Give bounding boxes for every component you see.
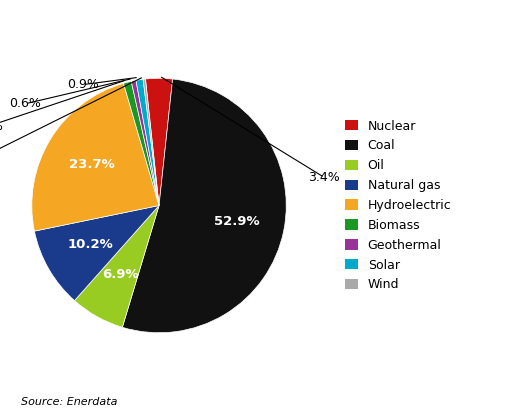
Wedge shape — [124, 81, 159, 206]
Text: 10.2%: 10.2% — [68, 238, 113, 252]
Wedge shape — [74, 206, 159, 327]
Wedge shape — [146, 78, 172, 206]
Text: 52.9%: 52.9% — [213, 215, 259, 228]
Wedge shape — [136, 79, 159, 206]
Wedge shape — [32, 83, 159, 231]
Text: 3.4%: 3.4% — [308, 171, 340, 184]
Wedge shape — [34, 206, 159, 300]
Text: 0.9%: 0.9% — [67, 78, 98, 91]
Text: 0.6%: 0.6% — [10, 97, 42, 110]
Text: 6.9%: 6.9% — [102, 268, 139, 281]
Legend: Nuclear, Coal, Oil, Natural gas, Hydroelectric, Biomass, Geothermal, Solar, Wind: Nuclear, Coal, Oil, Natural gas, Hydroel… — [340, 115, 457, 296]
Wedge shape — [131, 81, 159, 206]
Wedge shape — [143, 79, 159, 206]
Wedge shape — [122, 79, 286, 333]
Text: 23.7%: 23.7% — [69, 158, 114, 171]
Text: Source: Enerdata: Source: Enerdata — [21, 397, 117, 407]
Text: 1.0%: 1.0% — [0, 120, 3, 133]
